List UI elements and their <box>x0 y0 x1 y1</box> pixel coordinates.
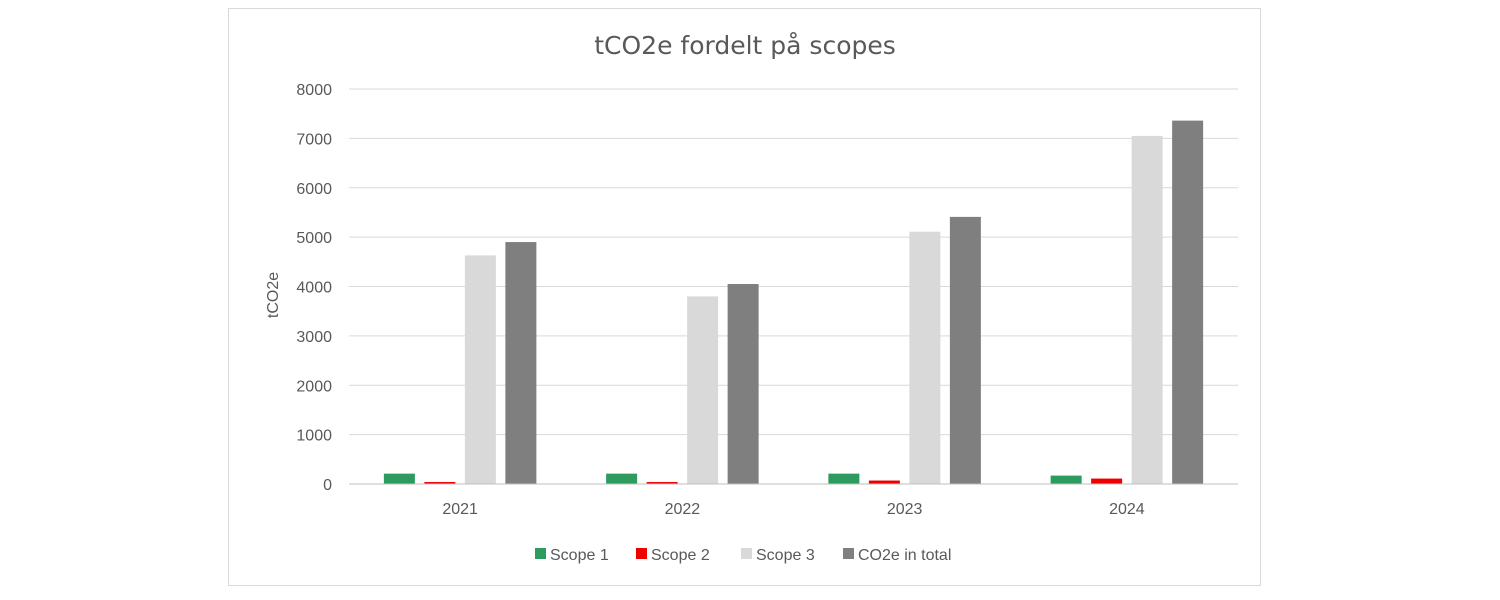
bar-co2e-in-total-2024 <box>1172 120 1204 484</box>
y-tick-label: 2000 <box>296 378 332 395</box>
y-tick-label: 7000 <box>296 131 332 148</box>
y-tick-label: 4000 <box>296 280 332 297</box>
x-tick-label: 2021 <box>442 501 478 518</box>
bar-scope-3-2024 <box>1131 135 1163 484</box>
y-axis-ticks: 0 1000 2000 3000 4000 5000 6000 7000 8000 <box>296 82 332 494</box>
bar-scope-1-2023 <box>828 473 860 484</box>
legend-label: Scope 1 <box>550 547 609 564</box>
y-tick-label: 5000 <box>296 230 332 247</box>
legend-label: Scope 3 <box>756 547 815 564</box>
bar-scope-3-2023 <box>909 231 941 484</box>
bar-scope-1-2021 <box>383 473 415 484</box>
legend-swatch <box>535 548 546 559</box>
legend-swatch <box>636 548 647 559</box>
legend-label: Scope 2 <box>651 547 710 564</box>
bar-scope-2-2021 <box>424 482 456 484</box>
bar-scope-1-2024 <box>1050 475 1082 484</box>
bar-scope-3-2022 <box>687 296 719 484</box>
chart-frame: tCO2e fordelt på scopes tCO2e 0 1000 2000 3… <box>228 8 1261 586</box>
y-tick-label: 0 <box>323 477 332 494</box>
legend: Scope 1 Scope 2 Scope 3 CO2e in total <box>535 547 951 564</box>
x-axis-ticks: 2021 2022 2023 2024 <box>442 501 1144 518</box>
y-axis-label: tCO2e <box>265 272 282 318</box>
bar-chart: tCO2e fordelt på scopes tCO2e 0 1000 2000 3… <box>265 31 1238 564</box>
y-tick-label: 1000 <box>296 428 332 445</box>
bar-scope-1-2022 <box>606 473 638 484</box>
bar-scope-2-2024 <box>1091 478 1123 484</box>
x-tick-label: 2022 <box>665 501 701 518</box>
bar-scope-2-2023 <box>868 480 900 484</box>
gridlines <box>349 88 1238 436</box>
bar-scope-3-2021 <box>464 255 496 484</box>
y-tick-label: 3000 <box>296 329 332 346</box>
bars <box>383 120 1204 484</box>
y-tick-label: 8000 <box>296 82 332 99</box>
x-tick-label: 2024 <box>1109 501 1145 518</box>
chart-title: tCO2e fordelt på scopes <box>594 31 896 60</box>
legend-swatch <box>741 548 752 559</box>
bar-co2e-in-total-2021 <box>505 242 537 484</box>
bar-co2e-in-total-2023 <box>949 216 981 484</box>
bar-scope-2-2022 <box>646 482 678 484</box>
y-tick-label: 6000 <box>296 181 332 198</box>
legend-swatch <box>843 548 854 559</box>
legend-label: CO2e in total <box>858 547 951 564</box>
bar-co2e-in-total-2022 <box>727 284 759 484</box>
x-tick-label: 2023 <box>887 501 923 518</box>
